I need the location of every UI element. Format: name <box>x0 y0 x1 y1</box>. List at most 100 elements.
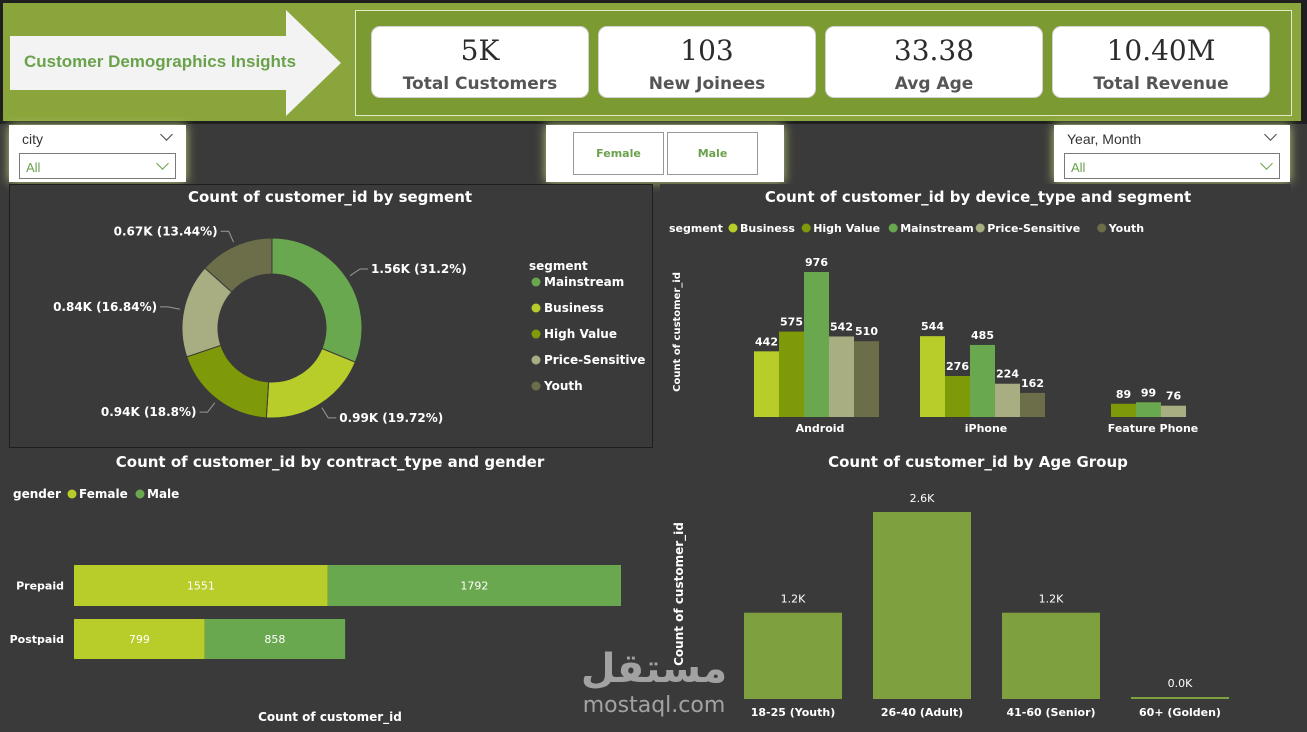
legend-item-high-value[interactable]: High Value <box>544 327 617 341</box>
chevron-down-icon[interactable] <box>1264 128 1277 141</box>
bar-prepaid-female[interactable] <box>74 565 328 606</box>
legend-marker-price-sensitive <box>531 355 541 365</box>
legend-item-business[interactable]: Business <box>740 222 795 235</box>
data-label: 99 <box>1141 386 1156 399</box>
legend-item-high-value[interactable]: High Value <box>813 222 880 235</box>
bar-android-high-value[interactable] <box>779 331 804 417</box>
chart-title: Count of customer_id by contract_type an… <box>116 453 545 471</box>
bar-postpaid-male[interactable] <box>204 619 346 659</box>
bar-prepaid-male[interactable] <box>327 565 621 606</box>
kpi-card-total-customers[interactable]: 5K Total Customers <box>371 26 589 98</box>
bar-iphone-business[interactable] <box>920 336 945 417</box>
data-label: 2.6K <box>910 492 935 505</box>
bar-iphone-mainstream[interactable] <box>970 344 995 417</box>
chevron-down-icon[interactable] <box>160 128 173 141</box>
kpi-label: Total Revenue <box>1093 74 1229 94</box>
legend-title: segment <box>529 259 588 273</box>
bar-android-mainstream[interactable] <box>804 272 829 417</box>
segment-donut-chart: Count of customer_id by segment segment … <box>9 184 653 448</box>
data-label: 162 <box>1021 377 1044 390</box>
legend-item-price-sensitive[interactable]: Price-Sensitive <box>987 222 1080 235</box>
legend-title: gender <box>13 487 61 501</box>
mostaql-watermark-logo: مستقل mostaql.com <box>581 646 727 718</box>
data-label: 575 <box>780 316 803 329</box>
data-label: 1.2K <box>1039 593 1064 606</box>
chart-title: Count of customer_id by segment <box>188 188 472 206</box>
bar-feature-phone-price-sensitive[interactable] <box>1161 405 1186 417</box>
legend-item-mainstream[interactable]: Mainstream <box>900 222 974 235</box>
donut-slice-mainstream[interactable] <box>271 237 363 363</box>
kpi-value: 103 <box>680 34 734 67</box>
device-segment-chart: Count of customer_id by device_type and … <box>660 184 1291 448</box>
bar-feature-phone-high-value[interactable] <box>1111 403 1136 417</box>
kpi-value: 33.38 <box>893 34 975 67</box>
city-dropdown[interactable]: All <box>19 153 176 179</box>
legend-marker-mainstream <box>888 223 898 233</box>
kpi-value: 10.40M <box>1106 34 1216 67</box>
data-label-high-value: 0.94K (18.8%) <box>101 405 197 419</box>
bar-feature-phone-mainstream[interactable] <box>1136 402 1161 417</box>
bar-android-youth[interactable] <box>854 341 879 417</box>
date-slicer-title: Year, Month <box>1067 131 1142 147</box>
data-label: 1551 <box>187 580 215 593</box>
gender-slicer: Female Male <box>546 125 784 182</box>
x-tick-18-25-youth: 18-25 (Youth) <box>751 706 836 719</box>
x-tick-feature-phone: Feature Phone <box>1108 422 1199 435</box>
date-dropdown[interactable]: All <box>1064 153 1280 179</box>
bar-android-price-sensitive[interactable] <box>829 336 854 417</box>
legend-marker-mainstream <box>531 277 541 287</box>
legend-item-price-sensitive[interactable]: Price-Sensitive <box>544 353 645 367</box>
bar-26-40-adult[interactable] <box>873 512 971 699</box>
kpi-card-total-revenue[interactable]: 10.40M Total Revenue <box>1052 26 1270 98</box>
legend-marker-female <box>67 489 77 499</box>
kpi-label: New Joinees <box>648 74 766 94</box>
legend-item-business[interactable]: Business <box>544 301 604 315</box>
data-label: 858 <box>264 633 285 646</box>
contract-gender-panel: Count of customer_id by contract_type an… <box>9 450 653 732</box>
data-label: 276 <box>946 360 969 373</box>
gender-button-male[interactable]: Male <box>667 132 758 175</box>
bar-iphone-youth[interactable] <box>1020 392 1045 417</box>
title-banner: Customer Demographics Insights <box>10 10 342 116</box>
leader-line <box>199 402 216 413</box>
x-axis-label: Count of customer_id <box>258 710 402 725</box>
age-group-panel: Count of customer_id by Age Group Count … <box>660 450 1291 732</box>
data-label: 224 <box>996 368 1019 381</box>
legend-marker-male <box>135 489 145 499</box>
kpi-label: Total Customers <box>402 74 558 94</box>
watermark-latin: mostaql.com <box>583 693 726 718</box>
legend-item-mainstream[interactable]: Mainstream <box>544 275 624 289</box>
data-label: 442 <box>755 335 778 348</box>
legend-marker-business <box>531 303 541 313</box>
legend-marker-price-sensitive <box>975 223 985 233</box>
kpi-card-avg-age[interactable]: 33.38 Avg Age <box>825 26 1043 98</box>
bar-18-25-youth[interactable] <box>744 612 842 699</box>
bar-android-business[interactable] <box>754 351 779 417</box>
data-label: 485 <box>971 329 994 342</box>
kpi-strip: 5K Total Customers 103 New Joinees 33.38… <box>355 10 1292 116</box>
bar-iphone-price-sensitive[interactable] <box>995 383 1020 417</box>
gender-button-female[interactable]: Female <box>573 132 664 175</box>
legend-item-youth[interactable]: Youth <box>1108 222 1144 235</box>
bar-iphone-high-value[interactable] <box>945 375 970 417</box>
bar-41-60-senior[interactable] <box>1002 612 1100 699</box>
kpi-label: Avg Age <box>894 74 974 94</box>
device-segment-panel: Count of customer_id by device_type and … <box>660 184 1291 448</box>
donut-slice-youth[interactable] <box>204 237 273 293</box>
bar-postpaid-female[interactable] <box>74 619 205 659</box>
x-tick-26-40-adult: 26-40 (Adult) <box>881 706 963 719</box>
legend-item-youth[interactable]: Youth <box>543 379 583 393</box>
legend-item-female[interactable]: Female <box>79 487 128 501</box>
age-group-chart: Count of customer_id by Age Group Count … <box>660 450 1291 732</box>
kpi-card-new-joinees[interactable]: 103 New Joinees <box>598 26 816 98</box>
bar-60-golden[interactable] <box>1131 697 1229 699</box>
legend-item-male[interactable]: Male <box>147 487 179 501</box>
data-label-business: 0.99K (19.72%) <box>339 411 443 425</box>
watermark-arabic: مستقل <box>581 646 727 692</box>
data-label-youth: 0.67K (13.44%) <box>114 224 218 238</box>
chevron-down-icon <box>1260 157 1273 170</box>
data-label: 76 <box>1166 390 1182 403</box>
data-label: 0.0K <box>1168 677 1193 690</box>
legend-marker-high-value <box>531 329 541 339</box>
data-label: 510 <box>855 325 878 338</box>
